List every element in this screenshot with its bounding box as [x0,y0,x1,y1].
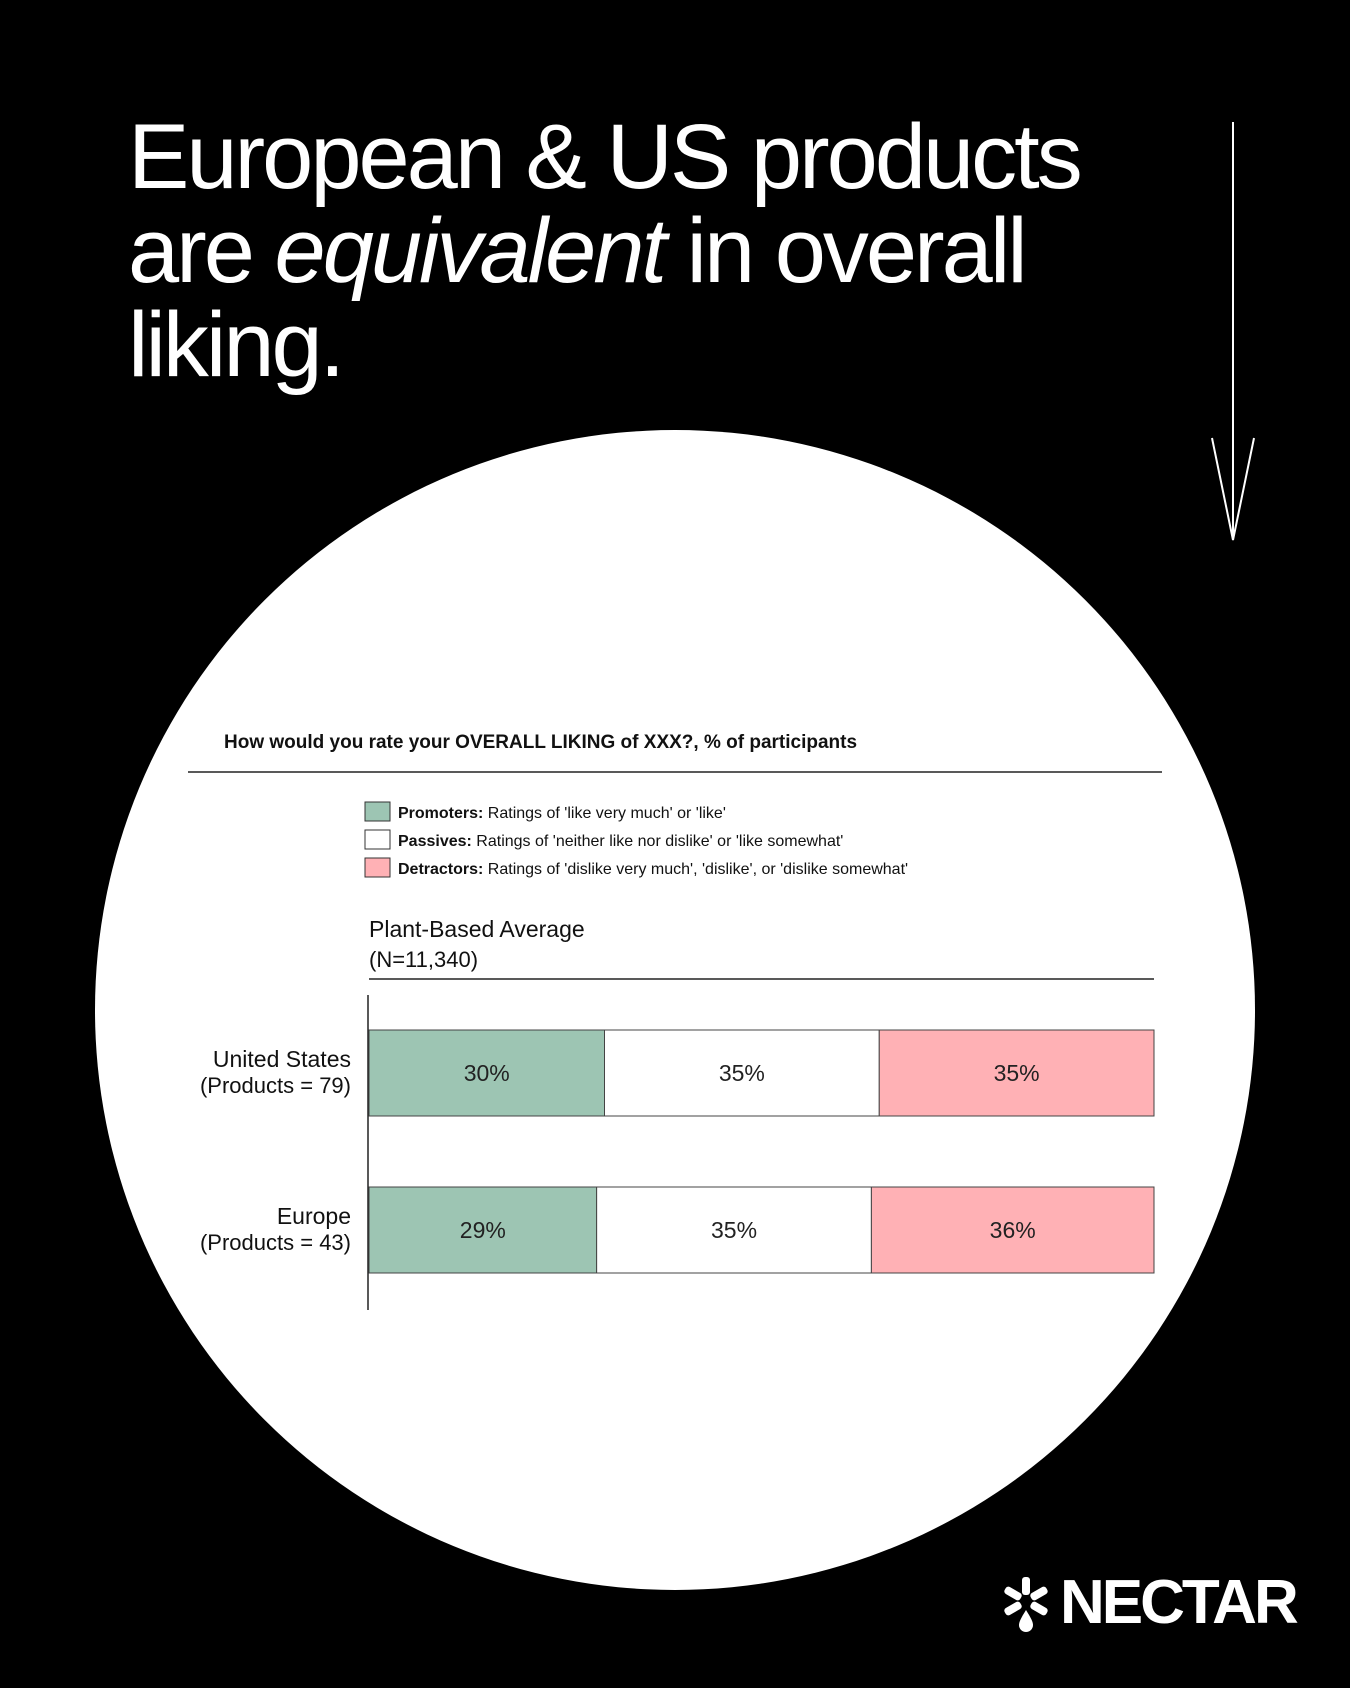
bar-detractors [878,1029,1155,1117]
bar-value-label: 36% [990,1217,1036,1243]
category-label: United States [213,1046,351,1072]
legend-swatch-detractors [364,857,391,878]
category-sublabel: (Products = 43) [200,1230,351,1255]
brand-logo: NECTAR [1000,1568,1299,1638]
chart-card [95,430,1255,1590]
legend-swatch-passives [364,829,391,850]
legend-name-passives: Passives: [398,833,472,850]
headline-part2: in overall liking. [128,200,1028,396]
legend-name-promoters: Promoters: [398,805,483,822]
legend-desc-promoters: Ratings of 'like very much' or 'like' [483,805,726,822]
legend-swatch-promoters [364,801,391,822]
brand-name: NECTAR [1060,1568,1299,1637]
legend: Promoters: Ratings of 'like very much' o… [364,801,908,878]
nectar-flower-icon [1004,1577,1048,1632]
bar-detractors [870,1186,1155,1274]
legend-item-passives: Passives: Ratings of 'neither like nor d… [398,833,843,850]
category-label: Europe [277,1203,351,1229]
bar-value-label: 35% [719,1060,765,1086]
bar-passives [604,1029,880,1117]
bars: United States(Products = 79) 30% 35% 35% Eur… [200,1029,1155,1274]
bar-value-label: 35% [994,1060,1040,1086]
bar-passives [596,1186,872,1274]
group-title: Plant-Based Average [369,916,585,942]
chart-title: How would you rate your OVERALL LIKING o… [224,732,857,753]
legend-desc-detractors: Ratings of 'dislike very much', 'dislike… [483,861,908,878]
headline-part1: European & US products are [128,106,1083,302]
group-subtitle: (N=11,340) [369,947,478,972]
legend-desc-passives: Ratings of 'neither like nor dislike' or… [472,833,844,850]
bar-promoters [368,1029,605,1117]
bar-value-label: 29% [460,1217,506,1243]
down-arrow-icon [1211,122,1255,541]
bar-value-label: 30% [464,1060,510,1086]
headline-emphasis: equivalent [274,200,667,302]
legend-item-detractors: Detractors: Ratings of 'dislike very muc… [398,861,908,878]
headline: European & US products are equivalent in… [128,110,1128,392]
legend-name-detractors: Detractors: [398,861,483,878]
category-sublabel: (Products = 79) [200,1073,351,1098]
bar-promoters [368,1186,598,1274]
legend-item-promoters: Promoters: Ratings of 'like very much' o… [398,805,726,822]
bar-value-label: 35% [711,1217,757,1243]
